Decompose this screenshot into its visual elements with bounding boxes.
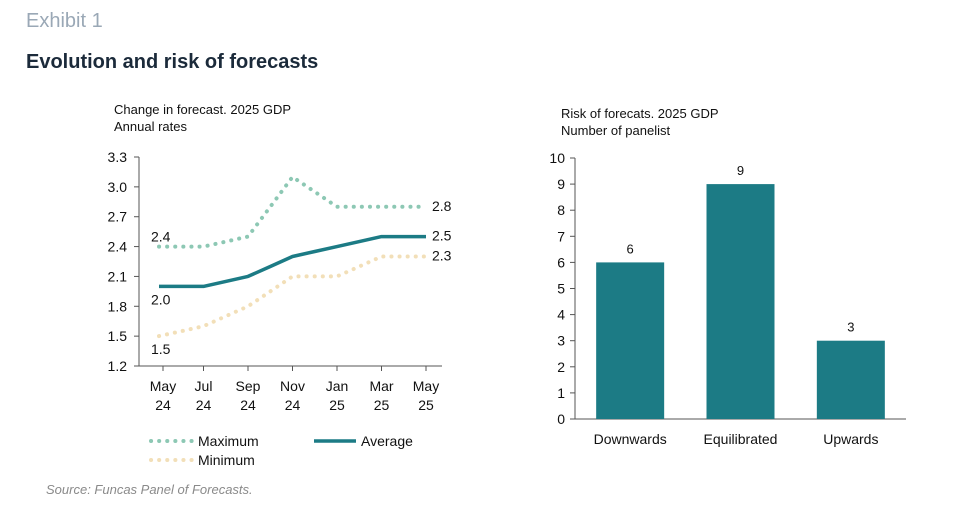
- line-chart-x-tick-label: May: [150, 378, 176, 394]
- line-chart-y-tick-label: 2.4: [108, 239, 128, 255]
- bar-chart-y-tick-label: 9: [557, 176, 565, 192]
- bar-chart-subtitle-2: Number of panelist: [561, 123, 670, 138]
- line-chart-x-tick-label: 24: [240, 397, 256, 413]
- bar-data-label: 6: [627, 241, 634, 256]
- legend-average-label: Average: [361, 433, 413, 449]
- line-chart-x-tick-label: 24: [196, 397, 212, 413]
- bar-category-label: Equilibrated: [704, 431, 778, 447]
- bar-chart-y-tick-label: 3: [557, 333, 565, 349]
- line-chart-y-tick-label: 1.5: [108, 328, 128, 344]
- line-chart-y-tick-label: 2.7: [108, 209, 128, 225]
- source-note: Source: Funcas Panel of Forecasts.: [46, 482, 253, 497]
- line-data-label-average: 2.0: [151, 291, 171, 307]
- line-data-label-maximum: 2.8: [432, 198, 452, 214]
- line-series-average: [159, 234, 426, 289]
- line-chart-x-tick-label: 25: [418, 397, 434, 413]
- bar-category-label: Upwards: [823, 431, 878, 447]
- line-chart-x-tick-label: Mar: [369, 378, 393, 394]
- line-chart-subtitle-2: Annual rates: [114, 119, 187, 134]
- bar-chart-y-tick-label: 0: [557, 411, 565, 427]
- bar-chart-y-tick-label: 2: [557, 359, 565, 375]
- line-chart-legend: Maximum Average Minimum: [149, 433, 413, 468]
- bar-chart-y-tick-label: 5: [557, 281, 565, 297]
- line-chart-x-tick-label: 25: [374, 397, 390, 413]
- bar-chart-y-tick-label: 1: [557, 385, 565, 401]
- bar-equilibrated: [706, 184, 775, 419]
- legend-minimum-label: Minimum: [198, 452, 255, 468]
- line-chart-x-tick-label: Jul: [195, 378, 213, 394]
- line-data-label-average: 2.5: [432, 228, 452, 244]
- bar-category-label: Downwards: [594, 431, 667, 447]
- bar-chart-y-tick-label: 6: [557, 254, 565, 270]
- line-chart-x-tick-label: Sep: [236, 378, 261, 394]
- line-chart-y-tick-label: 2.1: [108, 268, 128, 284]
- bar-chart-y-tick-label: 4: [557, 307, 565, 323]
- bar-downwards: [596, 262, 665, 419]
- line-chart-subtitle-1: Change in forecast. 2025 GDP: [114, 102, 291, 117]
- line-chart: 1.2 1.5 1.8 2.1 2.4 2.7 3.0 3.3 May 24 Jul 24 Sep 24 N…: [108, 149, 452, 413]
- bar-chart-y-tick-label: 10: [549, 150, 565, 166]
- page-title: Evolution and risk of forecasts: [26, 51, 319, 73]
- legend-maximum-label: Maximum: [198, 433, 259, 449]
- line-series-minimum: [157, 254, 428, 339]
- line-chart-y-tick-label: 3.3: [108, 149, 128, 165]
- line-data-label-maximum: 2.4: [151, 229, 171, 245]
- exhibit-label: Exhibit 1: [26, 10, 103, 32]
- line-chart-x-tick-label: May: [413, 378, 439, 394]
- line-chart-y-tick-label: 1.8: [108, 298, 128, 314]
- line-chart-x-tick-label: Jan: [326, 378, 349, 394]
- line-data-label-minimum: 2.3: [432, 248, 452, 264]
- line-chart-x-tick-label: 25: [329, 397, 345, 413]
- bar-chart-subtitle-1: Risk of forecats. 2025 GDP: [561, 106, 719, 121]
- bar-data-label: 9: [737, 163, 744, 178]
- bar-chart-y-tick-label: 7: [557, 228, 565, 244]
- line-chart-y-tick-label: 3.0: [108, 179, 128, 195]
- bar-upwards: [816, 340, 885, 419]
- line-chart-y-tick-label: 1.2: [108, 358, 128, 374]
- bar-chart-y-tick-label: 8: [557, 202, 565, 218]
- line-data-label-minimum: 1.5: [151, 341, 171, 357]
- line-chart-x-tick-label: 24: [155, 397, 171, 413]
- bar-chart: 0 1 2 3 4 5 6 7 8 9 10 6 Downwards 9 Equilibrated 3 Upwa…: [549, 150, 906, 447]
- line-chart-x-tick-label: Nov: [280, 378, 305, 394]
- line-chart-x-tick-label: 24: [285, 397, 301, 413]
- bar-data-label: 3: [847, 320, 854, 335]
